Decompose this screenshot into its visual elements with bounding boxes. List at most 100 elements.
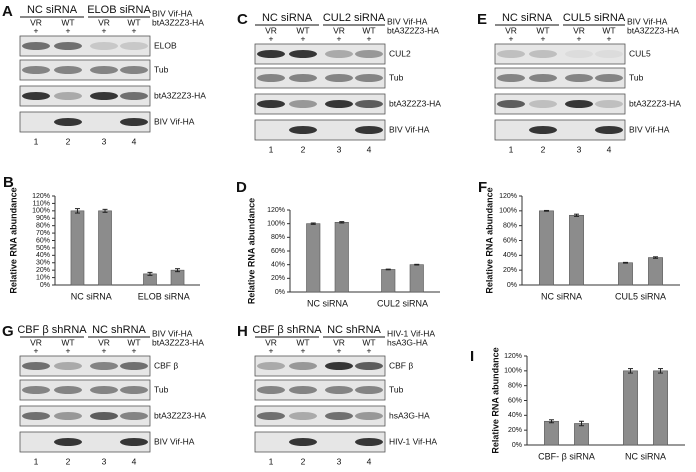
error-bar bbox=[175, 268, 181, 273]
strip-label: CUL5 bbox=[629, 48, 651, 58]
blot-band bbox=[22, 362, 50, 370]
treatment: + bbox=[102, 345, 107, 355]
lane-number: 2 bbox=[66, 456, 71, 466]
lane-label: VR bbox=[98, 337, 110, 347]
bar bbox=[623, 370, 638, 446]
lane-label: VR bbox=[265, 337, 277, 347]
strip-label: HIV-1 Vif-HA bbox=[389, 436, 437, 446]
treatment: + bbox=[132, 25, 137, 35]
lane-number: 1 bbox=[34, 456, 39, 466]
strip-label: CBF β bbox=[154, 360, 178, 370]
blot-band bbox=[120, 438, 148, 446]
treatment: + bbox=[66, 25, 71, 35]
blot-band bbox=[325, 386, 353, 394]
bar bbox=[653, 370, 668, 446]
y-tick-label: 60% bbox=[271, 248, 285, 255]
condition-label: hsA3G-HA bbox=[387, 337, 428, 347]
y-tick-label: 120% bbox=[267, 207, 285, 214]
panel-letter: I bbox=[470, 348, 474, 365]
blot-band bbox=[529, 74, 557, 82]
blot-band bbox=[54, 412, 82, 420]
panel-letter: E bbox=[477, 11, 487, 28]
blot-strip bbox=[254, 43, 386, 65]
blot-band bbox=[54, 118, 82, 126]
blot-band bbox=[289, 412, 317, 420]
bar bbox=[381, 269, 396, 293]
y-tick-label: 80% bbox=[36, 223, 50, 230]
lane-number: 2 bbox=[541, 144, 546, 154]
blot-band bbox=[289, 438, 317, 446]
blot-band bbox=[22, 92, 50, 100]
lane-label: WT bbox=[362, 25, 375, 35]
blot-band bbox=[565, 50, 593, 58]
error-bar bbox=[414, 263, 420, 266]
y-tick-label: 20% bbox=[36, 267, 50, 274]
blot-panel: G CBF β shRNA NC shRNAVR+1WT+2VR+3WT+4BIV … bbox=[2, 323, 206, 466]
treatment: + bbox=[509, 33, 514, 43]
blot-strip bbox=[494, 119, 626, 141]
blot-band bbox=[595, 74, 623, 82]
condition-label: btA3Z2Z3-HA bbox=[152, 17, 204, 27]
blot-band bbox=[355, 386, 383, 394]
group-header: NC shRNA bbox=[327, 324, 381, 336]
y-tick-label: 30% bbox=[36, 260, 50, 267]
y-tick-label: 0% bbox=[275, 289, 285, 296]
bar bbox=[409, 264, 424, 293]
y-tick-label: 70% bbox=[36, 230, 50, 237]
lane-number: 4 bbox=[132, 136, 137, 146]
y-tick-label: 90% bbox=[36, 215, 50, 222]
bar bbox=[334, 222, 349, 293]
condition-label: btA3Z2Z3-HA bbox=[152, 337, 204, 347]
y-tick-label: 80% bbox=[508, 383, 522, 390]
blot-band bbox=[54, 362, 82, 370]
blot-strip bbox=[19, 355, 151, 377]
treatment: + bbox=[269, 345, 274, 355]
blot-panel: H CBF β shRNA NC shRNAVR+1WT+2VR+3WT+4HIV-… bbox=[237, 323, 437, 466]
lane-label: WT bbox=[127, 17, 140, 27]
y-tick-label: 120% bbox=[32, 193, 50, 200]
blot-strip bbox=[19, 35, 151, 57]
y-tick-label: 10% bbox=[36, 274, 50, 281]
blot-band bbox=[54, 386, 82, 394]
blot-band bbox=[289, 362, 317, 370]
lane-label: VR bbox=[333, 25, 345, 35]
blot-band bbox=[22, 66, 50, 74]
lane-label: VR bbox=[98, 17, 110, 27]
strip-label: BIV Vif-HA bbox=[154, 116, 195, 126]
y-tick-label: 120% bbox=[504, 353, 522, 360]
group-header: CBF β shRNA bbox=[252, 324, 322, 336]
y-tick-label: 100% bbox=[504, 368, 522, 375]
blot-strip bbox=[494, 43, 626, 65]
x-category-label: NC siRNA bbox=[541, 291, 582, 301]
panel-letter: D bbox=[236, 179, 247, 196]
y-tick-label: 120% bbox=[499, 193, 517, 200]
blot-band bbox=[565, 100, 593, 108]
error-bar bbox=[653, 256, 659, 259]
lane-label: WT bbox=[536, 25, 549, 35]
blot-band bbox=[54, 42, 82, 50]
y-tick-label: 40% bbox=[271, 262, 285, 269]
lane-label: VR bbox=[30, 337, 42, 347]
blot-band bbox=[325, 100, 353, 108]
error-bar bbox=[548, 419, 554, 424]
lane-number: 2 bbox=[66, 136, 71, 146]
lane-number: 1 bbox=[269, 456, 274, 466]
blot-band bbox=[325, 362, 353, 370]
blot-band bbox=[120, 118, 148, 126]
blot-strip bbox=[254, 379, 386, 401]
y-tick-label: 80% bbox=[271, 234, 285, 241]
blot-strip bbox=[494, 93, 626, 115]
blot-band bbox=[257, 100, 285, 108]
blot-band bbox=[54, 66, 82, 74]
treatment: + bbox=[541, 33, 546, 43]
panel-letter: C bbox=[237, 11, 248, 28]
panel-letter: F bbox=[478, 179, 487, 196]
blot-band bbox=[90, 362, 118, 370]
blot-band bbox=[257, 386, 285, 394]
treatment: + bbox=[132, 345, 137, 355]
error-bar bbox=[627, 368, 633, 374]
blot-band bbox=[595, 126, 623, 134]
x-category-label: CUL5 siRNA bbox=[615, 291, 666, 301]
error-bar bbox=[543, 209, 549, 212]
